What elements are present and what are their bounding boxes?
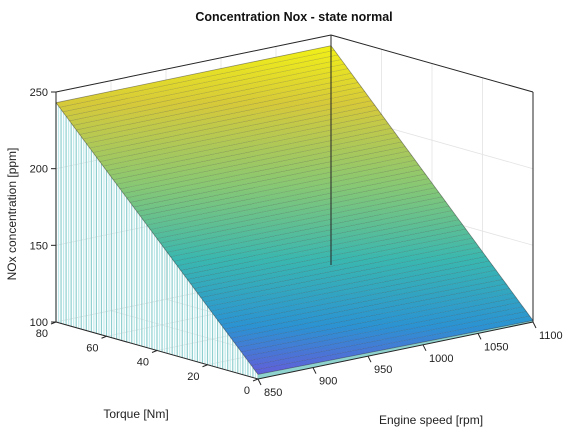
z-tick-label: 200	[30, 164, 48, 176]
x-tick-mark	[422, 344, 427, 352]
axes	[55, 34, 534, 380]
x-tick-mark	[367, 355, 372, 363]
x-tick-label: 1000	[429, 353, 453, 365]
y-tick-mark	[252, 378, 259, 382]
y-tick-mark	[101, 335, 107, 339]
z-tick-label: 150	[30, 240, 48, 252]
y-tick-label: 20	[187, 371, 199, 383]
z-axis-label: NOx concentration [ppm]	[5, 148, 19, 281]
z-tick-label: 250	[30, 87, 48, 99]
y-tick-mark	[151, 350, 158, 353]
x-tick-mark	[477, 333, 482, 340]
x-axis-line	[257, 321, 534, 380]
x-tick-label: 900	[319, 376, 337, 388]
surface-curtain	[55, 102, 533, 379]
y-tick-label: 80	[36, 328, 48, 340]
x-tick-mark	[312, 367, 317, 374]
x-axis-label: Engine speed [rpm]	[379, 413, 483, 427]
box-top-back	[55, 34, 332, 93]
x-tick-label: 1100	[539, 330, 563, 342]
x-tick-label: 850	[264, 387, 282, 399]
x-tick-label: 950	[374, 364, 392, 376]
surface	[55, 45, 534, 375]
y-tick-label: 0	[244, 385, 250, 397]
x-tick-label: 1050	[484, 341, 508, 353]
x-tick-mark	[257, 378, 262, 386]
y-tick-mark	[202, 364, 208, 368]
y-tick-label: 40	[137, 357, 149, 369]
box-top-right	[330, 34, 534, 93]
z-tick-label: 100	[30, 317, 48, 329]
chart-title: Concentration Nox - state normal	[195, 10, 392, 24]
y-axis-label: Torque [Nm]	[103, 407, 168, 421]
x-tick-mark	[532, 321, 537, 329]
y-tick-label: 60	[86, 342, 98, 354]
